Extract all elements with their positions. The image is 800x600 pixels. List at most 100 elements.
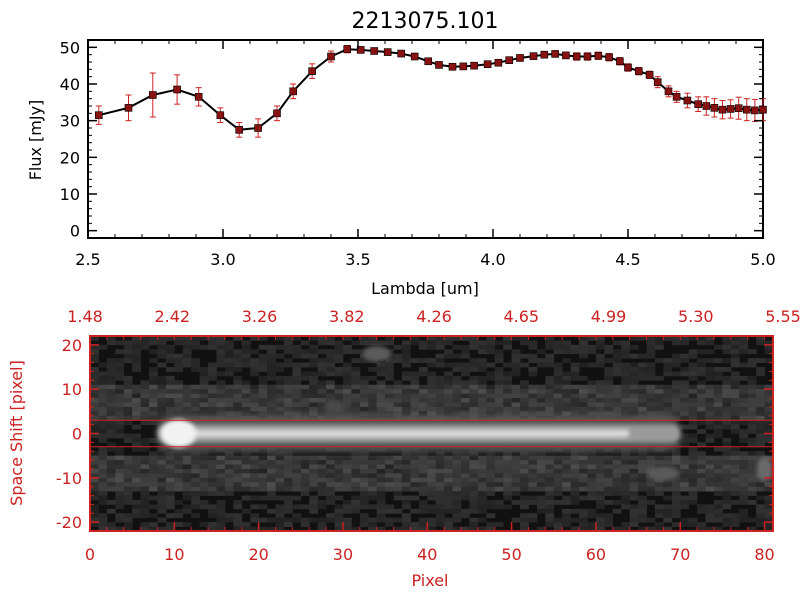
noise-pixel [401,362,411,368]
noise-pixel [536,455,546,461]
noise-pixel [461,393,470,399]
noise-pixel [638,336,647,341]
noise-pixel [621,353,631,359]
noise-pixel [697,504,706,510]
noise-pixel [587,362,597,368]
noise-pixel [486,398,496,403]
noise-pixel [283,402,293,408]
noise-pixel [123,402,133,408]
noise-pixel [199,499,209,505]
noise-pixel [157,406,167,412]
noise-pixel [275,477,285,483]
noise-pixel [739,384,749,390]
noise-pixel [688,477,698,483]
noise-pixel [208,384,217,390]
noise-pixel [646,344,656,350]
noise-pixel [224,362,234,368]
noise-pixel [435,491,445,496]
noise-pixel [300,389,310,395]
data-point [308,67,316,75]
noise-pixel [654,455,664,461]
noise-pixel [638,411,647,417]
noise-pixel [132,389,141,395]
noise-pixel [469,517,479,523]
noise-pixel [216,353,226,359]
noise-pixel [477,482,487,488]
noise-pixel [730,499,740,505]
noise-pixel [671,353,681,359]
noise-pixel [165,358,175,363]
noise-pixel [326,411,335,417]
noise-pixel [165,526,175,532]
noise-pixel [157,353,167,359]
noise-pixel [174,460,184,465]
noise-pixel [663,371,673,377]
noise-pixel [435,473,445,479]
noise-pixel [233,482,243,488]
noise-pixel [250,358,260,363]
data-point [95,111,103,119]
noise-pixel [579,362,588,368]
noise-pixel [579,375,588,381]
noise-pixel [688,393,698,399]
noise-pixel [545,344,555,350]
noise-pixel [604,393,614,399]
noise-pixel [376,362,386,368]
noise-pixel [595,513,605,519]
noise-pixel [393,508,403,514]
noise-pixel [368,393,378,399]
bottom-y-tick-label: -20 [56,513,82,532]
noise-pixel [208,336,217,341]
noise-pixel [604,389,614,395]
noise-pixel [191,362,201,368]
noise-pixel [283,517,293,523]
noise-pixel [376,526,386,532]
noise-pixel [722,522,732,527]
noise-pixel [680,522,690,527]
noise-pixel [157,375,167,381]
noise-pixel [98,437,108,443]
noise-pixel [756,406,765,412]
noise-pixel [326,371,335,377]
noise-pixel [98,380,108,386]
noise-pixel [149,402,158,408]
noise-pixel [174,522,184,527]
noise-pixel [604,367,614,372]
noise-pixel [739,375,749,381]
data-point [634,67,643,75]
noise-pixel [663,402,673,408]
noise-pixel [241,340,251,346]
noise-pixel [317,380,327,386]
noise-pixel [140,504,150,510]
noise-pixel [90,375,99,381]
noise-pixel [722,344,732,350]
noise-pixel [663,477,673,483]
noise-pixel [435,384,445,390]
noise-pixel [309,460,319,465]
noise-pixel [351,402,361,408]
noise-pixel [410,477,420,483]
noise-pixel [401,495,411,501]
noise-pixel [722,367,732,372]
noise-pixel [545,486,555,492]
noise-pixel [165,402,175,408]
noise-pixel [292,384,302,390]
data-point [383,48,392,56]
noise-pixel [705,389,715,395]
noise-pixel [722,446,732,452]
noise-pixel [317,402,327,408]
noise-pixel [157,336,167,341]
noise-pixel [494,371,504,377]
noise-pixel [494,468,504,474]
data-point [540,50,549,59]
noise-pixel [418,393,428,399]
noise-pixel [663,362,673,368]
noise-pixel [326,517,335,523]
noise-pixel [503,451,512,457]
noise-pixel [401,486,411,492]
noise-pixel [486,349,496,355]
noise-pixel [334,389,344,395]
noise-pixel [115,371,125,377]
noise-pixel [604,375,614,381]
